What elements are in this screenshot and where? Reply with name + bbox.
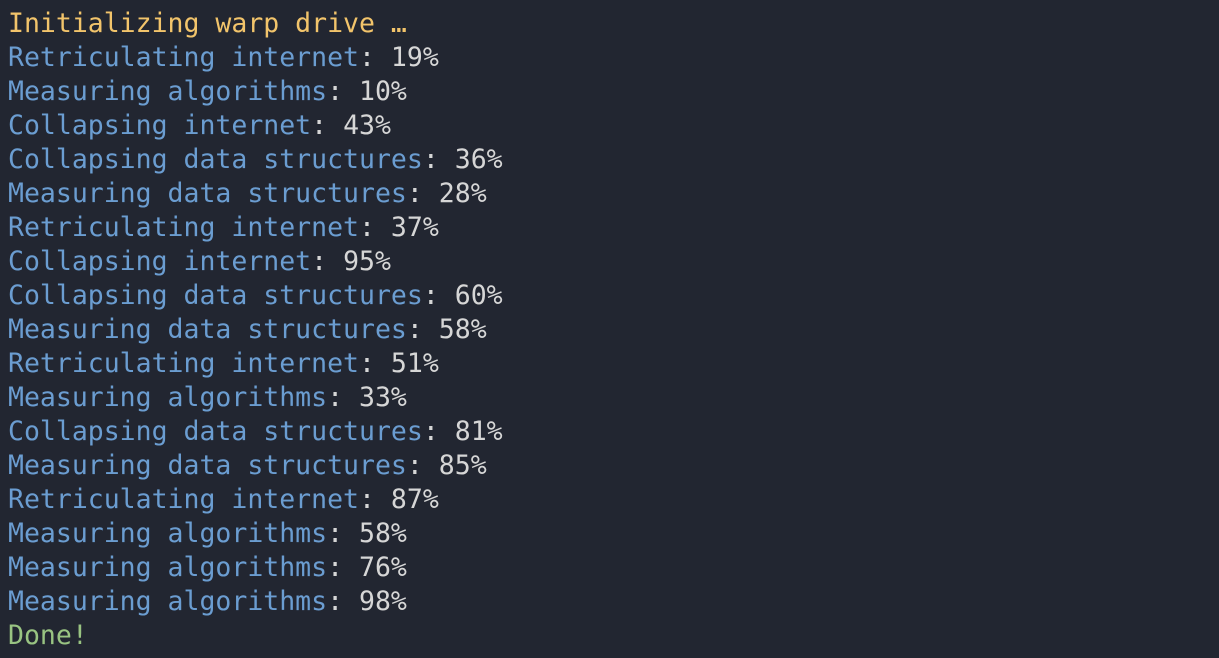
progress-value: 85%	[438, 450, 487, 481]
progress-value: 58%	[438, 314, 487, 345]
progress-line: Retriculating internet: 37%	[8, 211, 1219, 245]
progress-line: Measuring algorithms: 76%	[8, 551, 1219, 585]
progress-line: Retriculating internet: 51%	[8, 347, 1219, 381]
separator: :	[359, 42, 391, 73]
progress-line: Measuring data structures: 58%	[8, 313, 1219, 347]
progress-value: 33%	[359, 382, 407, 413]
progress-line: Retriculating internet: 19%	[8, 41, 1219, 75]
progress-value: 87%	[390, 484, 439, 515]
progress-line: Retriculating internet: 87%	[8, 483, 1219, 517]
progress-label: Retriculating internet	[8, 484, 359, 515]
separator: :	[359, 484, 391, 515]
progress-value: 43%	[343, 110, 391, 141]
separator: :	[406, 450, 439, 481]
progress-label: Measuring algorithms	[8, 518, 328, 549]
progress-line: Collapsing internet: 43%	[8, 109, 1219, 143]
progress-line: Collapsing data structures: 36%	[8, 143, 1219, 177]
progress-lines: Retriculating internet: 19% Measuring alg…	[8, 41, 1219, 619]
progress-line: Measuring algorithms: 33%	[8, 381, 1219, 415]
progress-label: Measuring algorithms	[8, 76, 328, 107]
header-text: Initializing warp drive	[8, 8, 375, 39]
progress-value: 51%	[390, 348, 439, 379]
separator: :	[327, 552, 360, 583]
separator: :	[422, 280, 455, 311]
progress-label: Measuring algorithms	[8, 552, 328, 583]
progress-line: Measuring algorithms: 10%	[8, 75, 1219, 109]
separator: :	[311, 246, 344, 277]
progress-value: 95%	[343, 246, 391, 277]
progress-value: 98%	[359, 586, 407, 617]
progress-label: Collapsing data structures	[8, 144, 423, 175]
progress-line: Measuring algorithms: 58%	[8, 517, 1219, 551]
progress-label: Collapsing internet	[8, 110, 312, 141]
progress-label: Collapsing data structures	[8, 280, 423, 311]
progress-label: Retriculating internet	[8, 42, 359, 73]
done-line: Done!	[8, 620, 88, 651]
progress-value: 81%	[454, 416, 503, 447]
progress-label: Measuring data structures	[8, 178, 407, 209]
progress-value: 58%	[359, 518, 407, 549]
separator: :	[327, 382, 360, 413]
progress-line: Measuring algorithms: 98%	[8, 585, 1219, 619]
separator: :	[422, 144, 455, 175]
progress-line: Collapsing data structures: 60%	[8, 279, 1219, 313]
progress-value: 60%	[454, 280, 503, 311]
progress-line: Collapsing data structures: 81%	[8, 415, 1219, 449]
progress-line: Measuring data structures: 28%	[8, 177, 1219, 211]
progress-label: Collapsing internet	[8, 246, 312, 277]
separator: :	[406, 314, 439, 345]
separator: :	[406, 178, 439, 209]
separator: :	[327, 76, 360, 107]
progress-label: Retriculating internet	[8, 212, 359, 243]
progress-label: Measuring algorithms	[8, 586, 328, 617]
progress-value: 28%	[438, 178, 487, 209]
separator: :	[327, 518, 360, 549]
progress-label: Measuring data structures	[8, 314, 407, 345]
separator: :	[327, 586, 360, 617]
progress-label: Retriculating internet	[8, 348, 359, 379]
progress-value: 19%	[390, 42, 439, 73]
progress-label: Measuring algorithms	[8, 382, 328, 413]
header-line: Initializing warp drive …	[8, 7, 1219, 41]
separator: :	[359, 348, 391, 379]
progress-value: 36%	[454, 144, 503, 175]
progress-value: 37%	[390, 212, 439, 243]
separator: :	[311, 110, 344, 141]
progress-line: Measuring data structures: 85%	[8, 449, 1219, 483]
progress-label: Measuring data structures	[8, 450, 407, 481]
progress-label: Collapsing data structures	[8, 416, 423, 447]
separator: :	[359, 212, 391, 243]
header-ellipsis: …	[390, 8, 407, 39]
separator: :	[422, 416, 455, 447]
progress-value: 10%	[359, 76, 407, 107]
progress-value: 76%	[359, 552, 407, 583]
progress-line: Collapsing internet: 95%	[8, 245, 1219, 279]
